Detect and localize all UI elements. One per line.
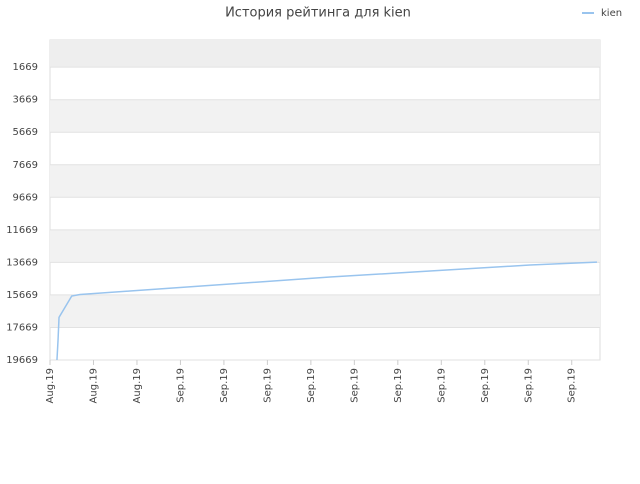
x-tick-label: Sep.19 (480, 368, 491, 403)
grid-band (50, 164, 600, 198)
y-tick-label: 3669 (13, 95, 38, 106)
series-line (56, 261, 597, 361)
y-tick-label: 7669 (13, 160, 38, 171)
x-tick-label: Sep.19 (219, 368, 230, 403)
grid-band (50, 99, 600, 133)
x-tick-label: Sep.19 (436, 368, 447, 403)
grid-band (50, 294, 600, 328)
grid-band (50, 229, 600, 263)
y-tick-label: 9669 (13, 192, 38, 203)
y-tick-label: 13669 (6, 257, 38, 268)
y-tick-label: 1669 (13, 62, 38, 73)
x-tick-label: Sep.19 (306, 368, 317, 403)
x-tick-label: Sep.19 (523, 368, 534, 403)
x-tick-label: Aug.19 (88, 368, 99, 403)
x-tick-label: Sep.19 (262, 368, 273, 403)
y-tick-label: 5669 (13, 127, 38, 138)
legend-label: kien (601, 8, 622, 19)
grid-band (50, 40, 600, 68)
y-tick-label: 19669 (6, 355, 38, 366)
x-tick-label: Sep.19 (393, 368, 404, 403)
x-tick-label: Sep.19 (567, 368, 578, 403)
y-tick-label: 11669 (6, 225, 38, 236)
x-tick-label: Sep.19 (349, 368, 360, 403)
x-tick-label: Sep.19 (175, 368, 186, 403)
y-tick-label: 17669 (6, 322, 38, 333)
x-tick-label: Aug.19 (45, 368, 56, 403)
chart-title: История рейтинга для kien (225, 6, 411, 21)
x-tick-label: Aug.19 (132, 368, 143, 403)
y-tick-label: 15669 (6, 290, 38, 301)
